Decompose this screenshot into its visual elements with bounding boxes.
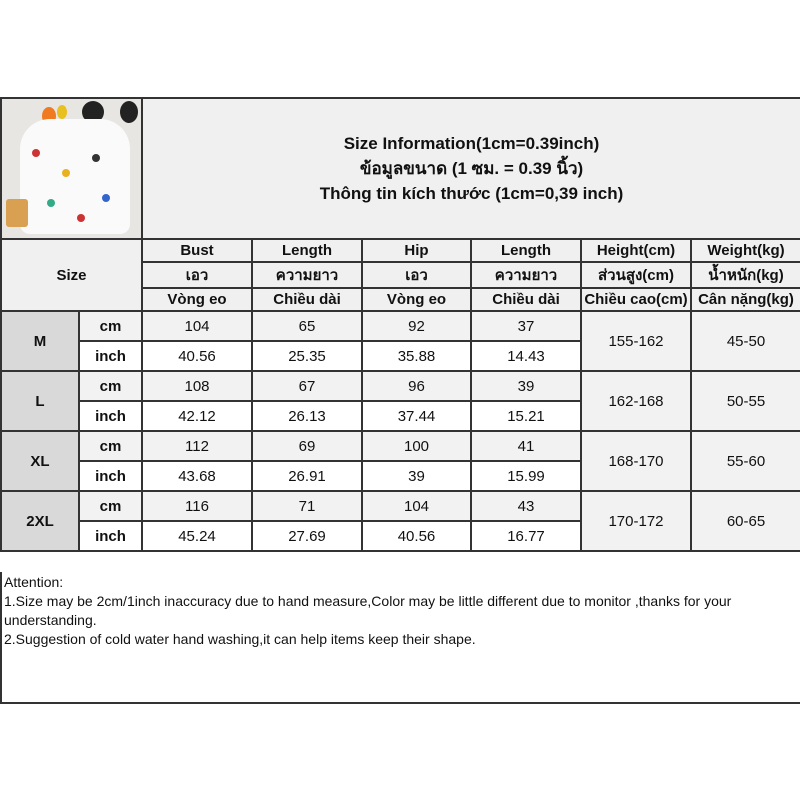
cell-value: 40.56 xyxy=(141,340,253,372)
cell-value: 25.35 xyxy=(251,340,363,372)
table-row-cm: XL cm 112 69 100 41 168-170 55-60 xyxy=(0,430,800,492)
product-image xyxy=(0,97,143,240)
cell-value: 35.88 xyxy=(361,340,472,372)
cell-value: 27.69 xyxy=(251,520,363,552)
unit-label: inch xyxy=(78,400,143,432)
cell-value: 108 xyxy=(141,370,253,402)
table-row-cm: 2XL cm 116 71 104 43 170-172 60-65 xyxy=(0,490,800,552)
cell-value: 67 xyxy=(251,370,363,402)
cell-value: 37 xyxy=(470,310,582,342)
cell-value: 100 xyxy=(361,430,472,462)
height-range: 155-162 xyxy=(580,310,692,372)
cell-value: 116 xyxy=(141,490,253,522)
attention-heading: Attention: xyxy=(4,574,64,590)
table-row-inch: inch 43.68 26.91 39 15.99 xyxy=(1,460,800,492)
title-vietnamese: Thông tin kích thước (1cm=0,39 inch) xyxy=(319,184,624,203)
title-thai: ข้อมูลขนาด (1 ซม. = 0.39 นิ้ว) xyxy=(359,159,584,178)
cell-value: 15.99 xyxy=(470,460,582,492)
unit-label: inch xyxy=(78,460,143,492)
weight-range: 50-55 xyxy=(690,370,800,432)
unit-label: inch xyxy=(78,340,143,372)
size-header: Size xyxy=(0,238,143,312)
cell-value: 16.77 xyxy=(470,520,582,552)
cell-value: 112 xyxy=(141,430,253,462)
cell-value: 26.91 xyxy=(251,460,363,492)
col-header-th: เอว xyxy=(141,261,253,289)
unit-label: cm xyxy=(78,370,143,402)
unit-label: cm xyxy=(78,430,143,462)
attention-line-1: 1.Size may be 2cm/1inch inaccuracy due t… xyxy=(4,593,732,628)
cell-value: 26.13 xyxy=(251,400,363,432)
cell-value: 71 xyxy=(251,490,363,522)
cell-value: 39 xyxy=(470,370,582,402)
weight-range: 45-50 xyxy=(690,310,800,372)
cell-value: 14.43 xyxy=(470,340,582,372)
cell-value: 65 xyxy=(251,310,363,342)
attention-line-2: 2.Suggestion of cold water hand washing,… xyxy=(4,631,476,647)
cell-value: 39 xyxy=(361,460,472,492)
weight-range: 55-60 xyxy=(690,430,800,492)
cell-value: 41 xyxy=(470,430,582,462)
cell-value: 104 xyxy=(361,490,472,522)
col-header-vi: Vòng eo xyxy=(361,287,472,312)
col-header-th: ส่วนสูง(cm) xyxy=(580,261,692,289)
cell-value: 37.44 xyxy=(361,400,472,432)
size-information-title: Size Information(1cm=0.39inch) ข้อมูลขนา… xyxy=(141,97,800,240)
col-header-en: Height(cm) xyxy=(580,238,692,263)
col-header-vi: Chiều cao(cm) xyxy=(580,287,692,312)
col-header-en: Hip xyxy=(361,238,472,263)
size-label: XL xyxy=(0,430,80,492)
col-header-en: Bust xyxy=(141,238,253,263)
col-header-th: เอว xyxy=(361,261,472,289)
cell-value: 43 xyxy=(470,490,582,522)
size-label: L xyxy=(0,370,80,432)
height-range: 162-168 xyxy=(580,370,692,432)
title-english: Size Information(1cm=0.39inch) xyxy=(343,134,600,153)
size-label: 2XL xyxy=(0,490,80,552)
height-range: 170-172 xyxy=(580,490,692,552)
cell-value: 45.24 xyxy=(141,520,253,552)
cell-value: 104 xyxy=(141,310,253,342)
weight-range: 60-65 xyxy=(690,490,800,552)
height-range: 168-170 xyxy=(580,430,692,492)
col-header-vi: Chiều dài xyxy=(470,287,582,312)
attention-notes: Attention: 1.Size may be 2cm/1inch inacc… xyxy=(0,572,800,704)
col-header-en: Weight(kg) xyxy=(690,238,800,263)
unit-label: cm xyxy=(78,310,143,342)
table-row-inch: inch 42.12 26.13 37.44 15.21 xyxy=(1,400,800,432)
unit-label: inch xyxy=(78,520,143,552)
size-label: M xyxy=(0,310,80,372)
col-header-en: Length xyxy=(470,238,582,263)
col-header-vi: Cân nặng(kg) xyxy=(690,287,800,312)
unit-label: cm xyxy=(78,490,143,522)
col-header-vi: Vòng eo xyxy=(141,287,253,312)
cell-value: 40.56 xyxy=(361,520,472,552)
table-row-inch: inch 40.56 25.35 35.88 14.43 xyxy=(1,340,800,372)
cell-value: 69 xyxy=(251,430,363,462)
size-table: Size Information(1cm=0.39inch) ข้อมูลขนา… xyxy=(0,97,800,552)
cell-value: 96 xyxy=(361,370,472,402)
cell-value: 15.21 xyxy=(470,400,582,432)
col-header-vi: Chiều dài xyxy=(251,287,363,312)
col-header-th: ความยาว xyxy=(251,261,363,289)
cell-value: 42.12 xyxy=(141,400,253,432)
cell-value: 43.68 xyxy=(141,460,253,492)
cell-value: 92 xyxy=(361,310,472,342)
table-row-inch: inch 45.24 27.69 40.56 16.77 xyxy=(1,520,800,552)
col-header-th: ความยาว xyxy=(470,261,582,289)
col-header-th: น้ำหนัก(kg) xyxy=(690,261,800,289)
size-chart: Size Information(1cm=0.39inch) ข้อมูลขนา… xyxy=(0,97,800,552)
col-header-en: Length xyxy=(251,238,363,263)
